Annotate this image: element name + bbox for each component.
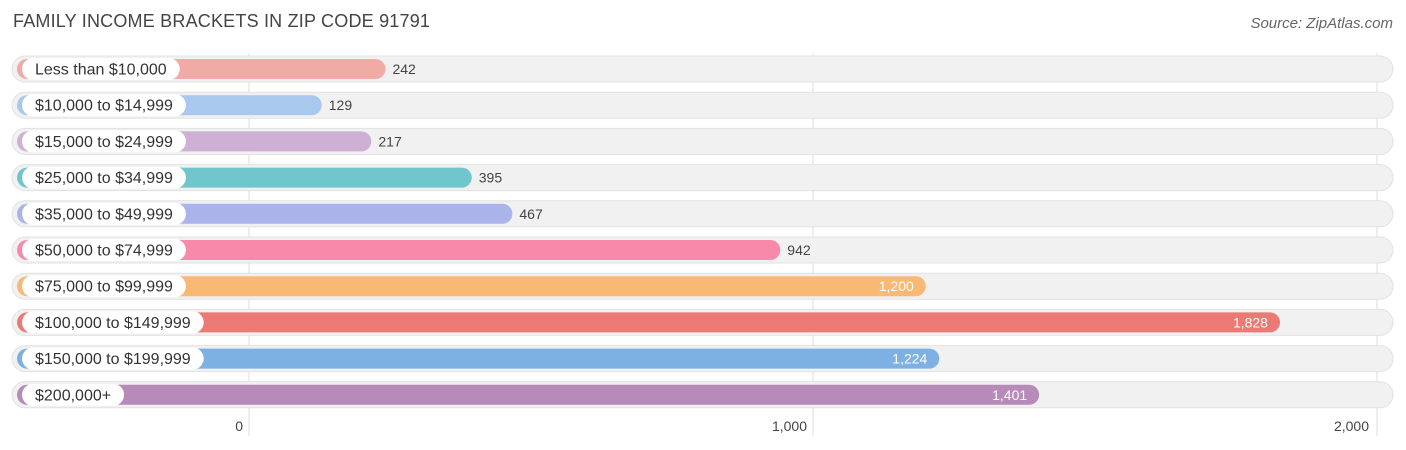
bar-value-label: 1,224 bbox=[892, 351, 927, 367]
bar-label-pill bbox=[22, 202, 186, 225]
bar-label: $75,000 to $99,999 bbox=[35, 279, 173, 296]
bar-label-pill bbox=[22, 166, 186, 189]
bar-rows: Less than $10,000 242 $10,000 to $14,999 12… bbox=[11, 55, 1394, 409]
bar-row: Less than $10,000 242 bbox=[11, 55, 1394, 83]
bar-row: $200,000+ 1,401 bbox=[11, 381, 1394, 409]
chart-source: Source: ZipAtlas.com bbox=[1250, 15, 1393, 32]
bar bbox=[17, 276, 926, 297]
bar bbox=[17, 348, 940, 369]
bar-row: $25,000 to $34,999 395 bbox=[11, 164, 1394, 192]
bar-label: $200,000+ bbox=[35, 387, 111, 404]
bar-label: $150,000 to $199,999 bbox=[35, 351, 191, 368]
bar bbox=[17, 312, 1280, 333]
bar-value-label: 395 bbox=[479, 170, 503, 186]
bar-label: $35,000 to $49,999 bbox=[35, 206, 173, 223]
bar-label-pill bbox=[22, 383, 125, 406]
bar-row: $150,000 to $199,999 1,224 bbox=[11, 345, 1394, 373]
bar-value-label: 129 bbox=[329, 97, 353, 113]
x-axis-ticks: 0 1,000 2,000 bbox=[235, 418, 1369, 434]
bar-row: $15,000 to $24,999 217 bbox=[11, 127, 1394, 155]
bar-row: $50,000 to $74,999 942 bbox=[11, 236, 1394, 264]
bar-label: $50,000 to $74,999 bbox=[35, 243, 173, 260]
x-tick-label: 0 bbox=[235, 418, 243, 434]
bar-label: $100,000 to $149,999 bbox=[35, 315, 191, 332]
bar-label-pill bbox=[22, 347, 204, 370]
bar-label-pill bbox=[22, 130, 186, 153]
bar-label-pill bbox=[22, 58, 180, 80]
bar-value-label: 467 bbox=[519, 206, 543, 222]
bar-label: $10,000 to $14,999 bbox=[35, 98, 173, 115]
bar bbox=[17, 384, 1040, 405]
bar-value-label: 1,200 bbox=[879, 278, 914, 294]
bar-label-pill bbox=[22, 94, 186, 117]
bar-row: $35,000 to $49,999 467 bbox=[11, 200, 1394, 228]
chart-title: FAMILY INCOME BRACKETS IN ZIP CODE 91791 bbox=[13, 11, 431, 31]
bar-row: $10,000 to $14,999 129 bbox=[11, 91, 1394, 119]
bar-track bbox=[11, 91, 1394, 119]
bar bbox=[17, 240, 781, 260]
x-tick-label: 2,000 bbox=[1334, 418, 1369, 434]
bar-label-pill bbox=[22, 275, 186, 298]
bar-row: $100,000 to $149,999 1,828 bbox=[11, 308, 1394, 336]
bar-value-label: 217 bbox=[378, 133, 402, 149]
bar-value-label: 942 bbox=[787, 242, 811, 258]
x-tick-label: 1,000 bbox=[772, 418, 807, 434]
bar-label-pill bbox=[22, 239, 186, 261]
bar-value-label: 1,828 bbox=[1233, 314, 1268, 330]
bar-label: $25,000 to $34,999 bbox=[35, 170, 173, 187]
bar-value-label: 1,401 bbox=[992, 387, 1027, 403]
bar-row: $75,000 to $99,999 1,200 bbox=[11, 272, 1394, 300]
bar-label-pill bbox=[22, 311, 204, 334]
bar-label: Less than $10,000 bbox=[35, 62, 167, 79]
bar-value-label: 242 bbox=[392, 61, 416, 77]
bar-label: $15,000 to $24,999 bbox=[35, 134, 173, 151]
